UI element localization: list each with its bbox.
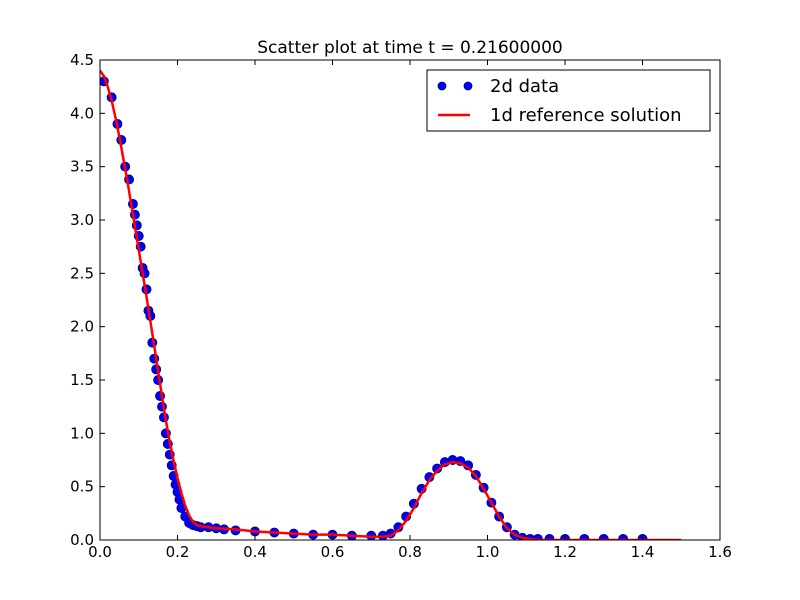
legend-box xyxy=(426,69,711,132)
plot-area: 0.0 0.2 0.4 0.6 0.8 1.0 1.2 1.4 1.6 0.0 0.5 1.0 1.5 2… xyxy=(70,51,732,561)
x-tick-label: 0.2 xyxy=(166,543,190,561)
reference-line xyxy=(100,69,682,540)
legend-marker-2d-data xyxy=(463,81,473,91)
y-tick-label: 2.0 xyxy=(70,318,94,336)
y-tick-label: 3.5 xyxy=(70,158,94,176)
x-tick-label: 1.0 xyxy=(476,543,500,561)
plot-content xyxy=(100,69,682,540)
y-tick-label: 2.5 xyxy=(70,264,94,282)
legend-marker-2d-data xyxy=(437,81,447,91)
y-tick-label: 3.0 xyxy=(70,211,94,229)
y-tick-label: 1.5 xyxy=(70,371,94,389)
x-tick-label: 1.2 xyxy=(553,543,577,561)
x-tick-label: 0.6 xyxy=(321,543,345,561)
x-tick-label: 0.8 xyxy=(398,543,422,561)
y-tick-label: 4.0 xyxy=(70,104,94,122)
legend: 2d data 1d reference solution xyxy=(426,69,711,132)
y-tick-label: 4.5 xyxy=(70,51,94,69)
chart-title: Scatter plot at time t = 0.21600000 xyxy=(257,38,563,58)
x-tick-label: 0.0 xyxy=(88,543,112,561)
y-tick-label: 0.5 xyxy=(70,478,94,496)
legend-label-reference: 1d reference solution xyxy=(490,105,682,126)
y-tick-label: 0.0 xyxy=(70,531,94,549)
x-tick-label: 1.4 xyxy=(631,543,655,561)
x-tick-label: 1.6 xyxy=(708,543,732,561)
legend-label-2d-data: 2d data xyxy=(490,76,559,97)
x-tick-label: 0.4 xyxy=(243,543,267,561)
plot-background xyxy=(100,60,720,540)
y-tick-label: 1.0 xyxy=(70,424,94,442)
